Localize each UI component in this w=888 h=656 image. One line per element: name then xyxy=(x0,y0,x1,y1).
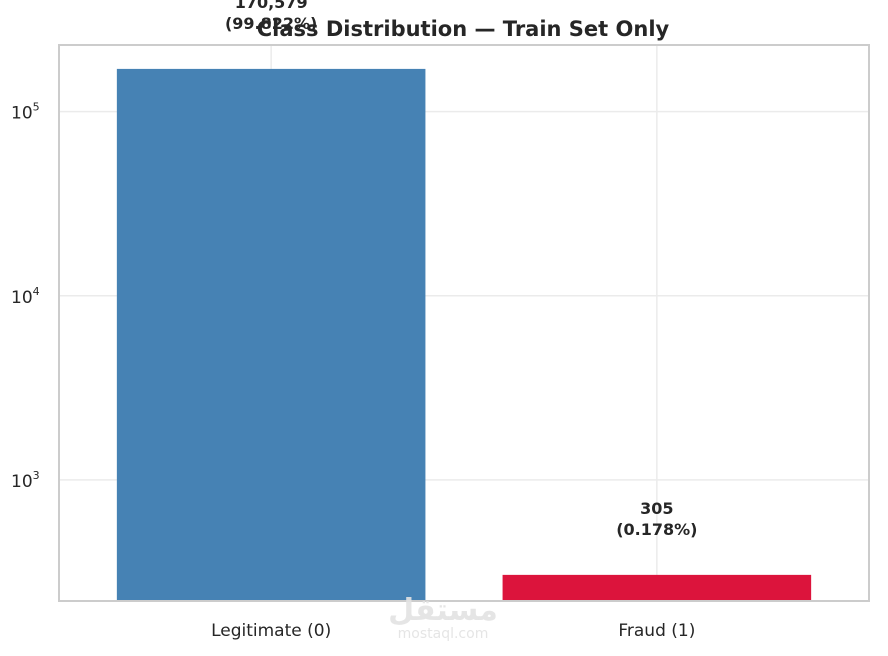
y-tick-label: 103 xyxy=(11,469,40,492)
bar-fraud xyxy=(502,574,812,601)
y-tick-label: 105 xyxy=(11,101,40,124)
x-tick-label: Fraud (1) xyxy=(618,621,695,641)
data-label-percent: (0.178%) xyxy=(616,520,697,539)
data-label-percent: (99.822%) xyxy=(225,14,317,33)
data-label-count: 170,579 xyxy=(235,0,308,12)
bars xyxy=(116,68,812,601)
data-labels: 170,579 (99.822%) 305 (0.178%) xyxy=(225,0,698,539)
watermark-latin: mostaql.com xyxy=(398,626,489,642)
plot-frame xyxy=(58,44,870,602)
y-tick-label: 104 xyxy=(11,285,40,308)
chart-title: Class Distribution — Train Set Only xyxy=(257,17,670,41)
data-label-count: 305 xyxy=(640,499,673,518)
x-tick-label: Legitimate (0) xyxy=(211,621,331,641)
bar-legitimate xyxy=(116,68,426,601)
watermark-arabic: مستقل xyxy=(388,593,498,628)
x-tick-labels: Legitimate (0) Fraud (1) xyxy=(211,621,695,641)
watermark: مستقل mostaql.com xyxy=(388,593,498,642)
y-tick-labels: 105 104 103 xyxy=(11,101,40,492)
